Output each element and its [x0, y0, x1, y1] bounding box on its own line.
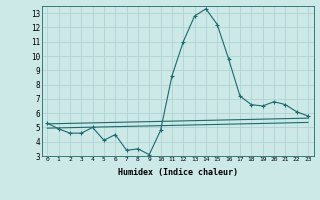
X-axis label: Humidex (Indice chaleur): Humidex (Indice chaleur) — [118, 168, 237, 177]
